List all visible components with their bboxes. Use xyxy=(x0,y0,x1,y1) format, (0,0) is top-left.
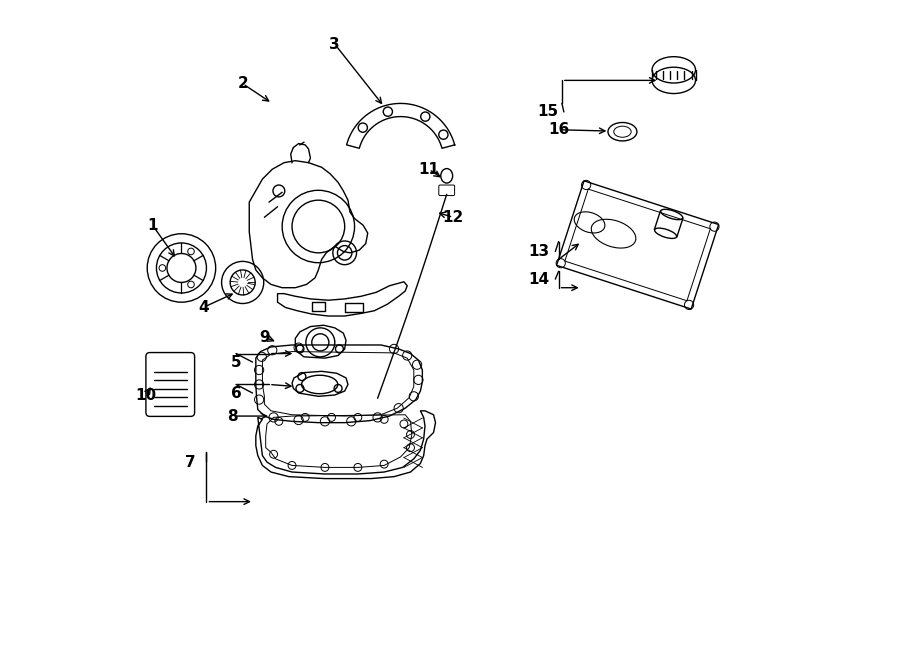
Text: 12: 12 xyxy=(443,210,464,225)
Text: 3: 3 xyxy=(329,36,340,52)
Text: 9: 9 xyxy=(259,330,270,344)
Text: 14: 14 xyxy=(528,272,549,287)
Text: 2: 2 xyxy=(238,76,248,91)
Text: 7: 7 xyxy=(184,455,195,470)
Text: 11: 11 xyxy=(418,162,439,176)
Text: 13: 13 xyxy=(528,244,549,259)
Text: 16: 16 xyxy=(548,122,569,137)
Text: 15: 15 xyxy=(537,104,558,120)
Text: 4: 4 xyxy=(198,300,209,315)
Text: 8: 8 xyxy=(228,408,238,424)
Text: 5: 5 xyxy=(230,354,241,369)
Text: 10: 10 xyxy=(135,387,157,403)
Text: 6: 6 xyxy=(230,385,241,401)
Text: 1: 1 xyxy=(148,217,157,233)
